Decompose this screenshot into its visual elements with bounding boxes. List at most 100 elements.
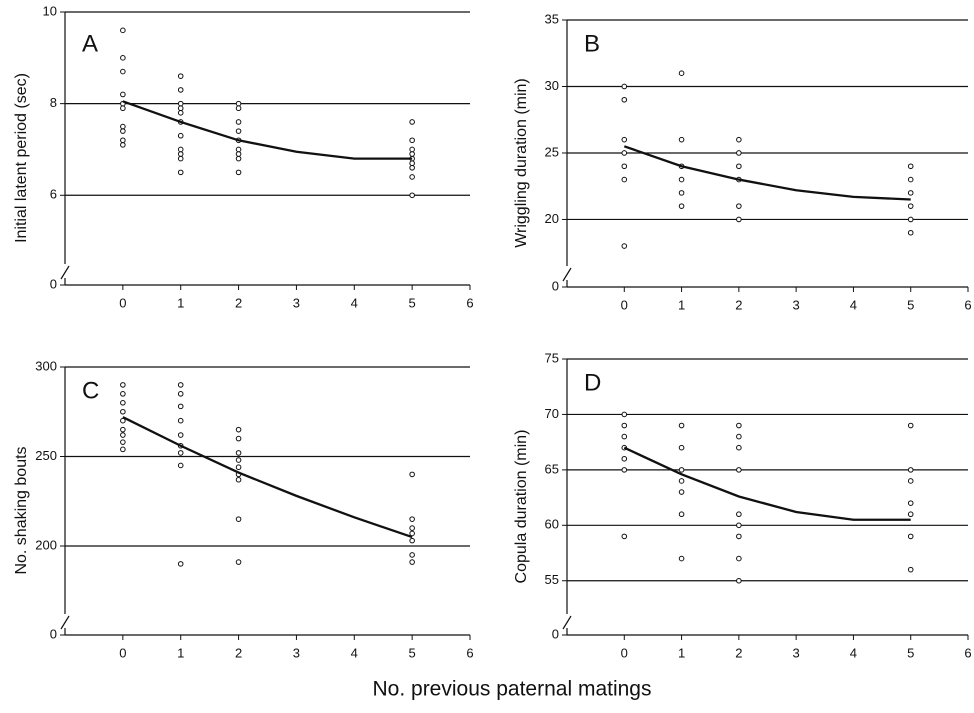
y-tick-label: 6	[50, 187, 57, 202]
x-tick-label: 0	[119, 645, 126, 660]
x-tick-label: 3	[793, 645, 800, 660]
panel-label: C	[82, 377, 99, 404]
data-point	[120, 137, 126, 144]
data-point	[177, 169, 184, 176]
x-tick-label: 1	[177, 295, 184, 310]
x-tick-label: 0	[621, 645, 628, 660]
data-point	[907, 216, 914, 223]
y-axis-label: No. shaking bouts	[13, 446, 30, 574]
data-point	[409, 530, 415, 537]
data-point	[120, 55, 126, 61]
data-point	[907, 190, 914, 196]
x-tick-label: 6	[466, 645, 473, 660]
data-point	[621, 136, 628, 143]
data-point	[235, 476, 242, 483]
data-point	[235, 155, 242, 162]
data-point	[621, 83, 628, 90]
data-point	[736, 444, 742, 451]
data-point	[409, 146, 415, 153]
x-tick-label: 1	[678, 645, 685, 660]
data-point	[678, 176, 685, 183]
y-tick-label: 20	[545, 211, 559, 226]
data-point	[120, 128, 126, 134]
y-tick-label: 60	[545, 517, 559, 532]
x-tick-label: 6	[964, 645, 971, 660]
data-point	[409, 516, 415, 522]
data-point	[120, 446, 126, 453]
data-point	[678, 422, 685, 429]
x-tick-label: 5	[907, 297, 914, 312]
x-tick-label: 4	[351, 295, 358, 310]
data-point	[678, 511, 685, 518]
x-tick-label: 2	[235, 295, 242, 310]
x-tick-label: 4	[351, 645, 358, 660]
y-tick-label: 35	[545, 11, 559, 26]
axis-break	[562, 615, 572, 630]
axis-break	[60, 265, 70, 280]
data-point	[409, 164, 415, 171]
data-point	[120, 68, 126, 75]
data-point	[409, 151, 415, 157]
data-point	[235, 100, 242, 107]
y-tick-label: 75	[545, 350, 559, 365]
data-point	[120, 439, 126, 445]
data-point	[120, 91, 126, 98]
x-tick-label: 3	[293, 645, 300, 660]
data-point	[177, 450, 184, 456]
data-point	[120, 105, 126, 112]
y-tick-label: 25	[545, 144, 559, 159]
data-point	[235, 151, 242, 157]
data-point	[678, 70, 685, 76]
y-tick-label: 0	[552, 278, 559, 293]
data-point	[621, 176, 628, 183]
y-tick-label: 55	[545, 572, 559, 587]
data-point	[177, 132, 184, 139]
data-point	[409, 471, 415, 478]
data-point	[678, 190, 685, 196]
data-point	[409, 552, 415, 558]
data-point	[736, 422, 742, 429]
x-tick-label: 3	[293, 295, 300, 310]
fit-line	[122, 416, 413, 539]
data-point	[120, 123, 126, 130]
x-tick-label: 1	[177, 645, 184, 660]
data-point	[736, 136, 742, 143]
x-tick-label: 5	[907, 645, 914, 660]
data-point	[409, 537, 415, 544]
x-tick-label: 2	[735, 645, 742, 660]
data-point	[235, 450, 242, 456]
data-point	[409, 525, 415, 531]
data-point	[907, 533, 914, 540]
data-point	[120, 142, 126, 148]
x-tick-label: 4	[850, 645, 857, 660]
data-point	[736, 511, 742, 518]
data-point	[621, 467, 628, 473]
data-point	[120, 432, 126, 438]
data-point	[120, 391, 126, 397]
y-tick-label: 65	[545, 461, 559, 476]
data-point	[177, 561, 184, 567]
data-point	[177, 110, 184, 116]
x-tick-label: 5	[409, 295, 416, 310]
data-point	[736, 467, 742, 473]
y-tick-label: 8	[50, 95, 57, 110]
x-tick-label: 2	[735, 297, 742, 312]
x-axis-label: No. previous paternal matings	[373, 678, 652, 701]
x-tick-label: 6	[964, 297, 971, 312]
data-point	[409, 137, 415, 144]
data-point	[177, 151, 184, 157]
data-point	[120, 382, 126, 388]
data-point	[907, 511, 914, 518]
data-point	[678, 136, 685, 143]
data-point	[120, 27, 126, 34]
fit-line	[122, 100, 413, 160]
data-point	[177, 155, 184, 162]
data-point	[177, 417, 184, 424]
data-point	[235, 105, 242, 112]
data-point	[736, 216, 742, 223]
data-point	[678, 203, 685, 209]
data-point	[907, 566, 914, 573]
data-point	[907, 500, 914, 506]
fit-line	[623, 446, 911, 521]
axis-break	[562, 267, 572, 282]
